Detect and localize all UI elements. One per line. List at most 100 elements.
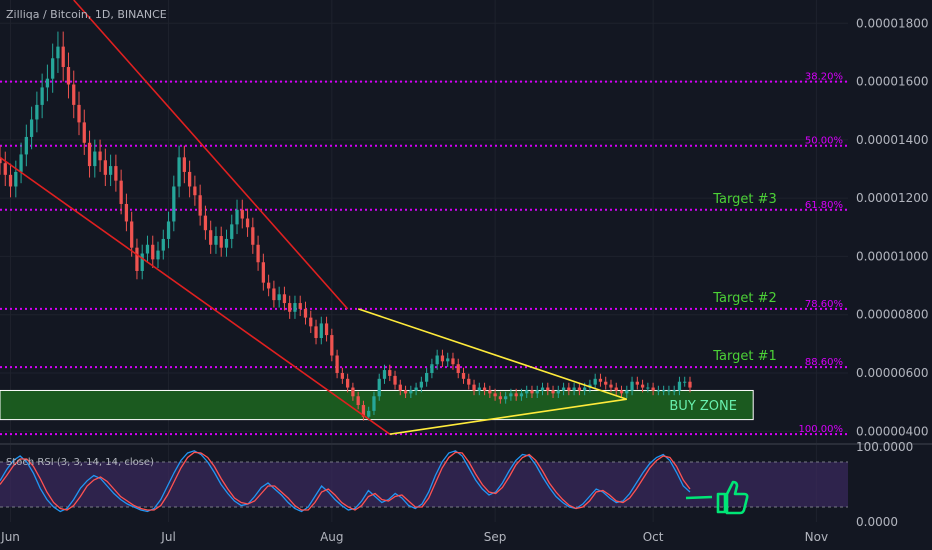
candle-body: [272, 288, 276, 301]
candle-body: [540, 387, 545, 391]
candle-body: [108, 166, 113, 175]
candle-body: [572, 387, 576, 391]
candle-body: [398, 384, 402, 391]
candle-body: [504, 396, 508, 400]
candle-body: [598, 378, 603, 382]
candle-body: [356, 396, 360, 406]
candle-body: [124, 203, 129, 222]
time-tick-label: Jun: [0, 530, 20, 544]
candle-body: [35, 104, 39, 120]
candle-body: [546, 387, 550, 391]
fib-level-label: 100.00%: [799, 424, 844, 435]
candle-body: [87, 142, 92, 167]
target-label: Target #1: [712, 349, 777, 364]
candle-body: [393, 375, 397, 385]
candle-body: [451, 358, 455, 365]
price-tick-label: 0.00001800: [856, 16, 929, 30]
stoch-tick-label: 0.0000: [856, 515, 898, 529]
candle-body: [3, 163, 7, 175]
candle-body: [619, 390, 624, 394]
candle-body: [672, 390, 676, 392]
candle-body: [230, 224, 234, 239]
candle-body: [161, 238, 165, 251]
candle-body: [335, 355, 339, 373]
candle-body: [198, 195, 202, 216]
candle-body: [446, 358, 450, 362]
candle-body: [114, 166, 118, 181]
triangle-upper-line: [357, 308, 628, 400]
fib-level-label: 88.60%: [805, 357, 843, 368]
candle-body: [103, 160, 107, 175]
candle-body: [414, 387, 418, 391]
time-tick-label: Jul: [160, 530, 175, 544]
candle-body: [551, 390, 555, 394]
candle-body: [461, 372, 466, 379]
fib-level-label: 38.20%: [805, 72, 843, 83]
time-tick-label: Aug: [320, 530, 343, 544]
candle-body: [14, 171, 18, 187]
candle-body: [467, 378, 471, 385]
candle-body: [351, 387, 355, 397]
candle-body: [435, 355, 439, 365]
candle-body: [261, 262, 265, 283]
candle-body: [187, 171, 192, 187]
price-tick-label: 0.00001600: [856, 75, 929, 89]
candle-body: [640, 384, 645, 388]
candle-body: [472, 384, 476, 391]
candle-body: [214, 236, 218, 245]
symbol-title: Zilliqa / Bitcoin, 1D, BINANCE: [6, 8, 167, 21]
candle-body: [72, 84, 76, 105]
candle-body: [630, 381, 634, 391]
candle-body: [82, 122, 86, 143]
stoch-tick-label: 100.0000: [856, 440, 913, 454]
candle-body: [635, 381, 639, 385]
candle-body: [688, 381, 692, 388]
candle-body: [419, 381, 423, 388]
candle-body: [0, 157, 2, 164]
candle-body: [625, 390, 629, 394]
candle-body: [498, 396, 503, 400]
candle-body: [656, 390, 661, 392]
candle-body: [29, 119, 34, 137]
candle-body: [477, 387, 481, 391]
candle-body: [456, 364, 460, 373]
buy-zone-label: BUY ZONE: [669, 399, 737, 414]
candle-body: [324, 323, 329, 336]
annotation-dash: [685, 495, 713, 500]
candle-body: [209, 230, 213, 245]
candle-body: [530, 390, 534, 394]
candle-body: [66, 67, 71, 85]
candle-body: [361, 405, 366, 417]
candle-body: [240, 209, 244, 219]
target-label: Target #2: [712, 291, 777, 306]
candle-body: [145, 244, 150, 254]
candle-body: [140, 253, 144, 271]
candle-body: [667, 390, 671, 392]
candle-body: [245, 218, 250, 228]
candle-body: [119, 180, 123, 204]
candle-body: [646, 387, 650, 389]
candle-body: [482, 387, 487, 391]
candle-body: [388, 370, 392, 376]
candle-body: [382, 370, 387, 379]
candle-body: [256, 244, 260, 263]
candle-body: [224, 238, 229, 248]
candle-body: [403, 390, 408, 394]
candle-body: [151, 244, 155, 260]
fib-level-label: 50.00%: [805, 136, 843, 147]
candle-body: [430, 364, 434, 373]
candle-body: [319, 323, 323, 339]
candle-body: [51, 58, 55, 79]
price-tick-label: 0.00000600: [856, 366, 929, 380]
candle-body: [135, 247, 139, 271]
price-tick-label: 0.00001000: [856, 249, 929, 263]
candle-body: [677, 381, 682, 391]
candle-body: [130, 221, 134, 248]
fib-level-label: 61.80%: [805, 200, 843, 211]
candle-body: [577, 387, 582, 391]
candle-body: [583, 387, 587, 391]
candle-body: [340, 372, 344, 379]
fib-level-label: 78.60%: [805, 299, 843, 310]
candle-body: [166, 221, 171, 239]
